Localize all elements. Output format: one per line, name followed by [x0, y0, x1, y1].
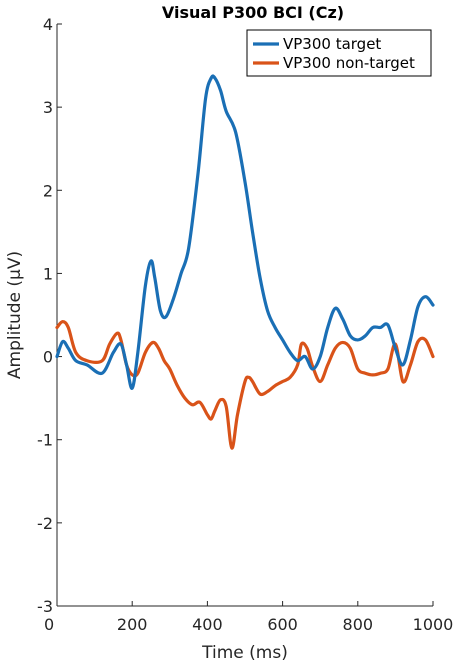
y-tick-label: 4: [43, 15, 53, 34]
legend-label: VP300 non-target: [283, 54, 415, 72]
x-tick-label: 1000: [413, 615, 454, 634]
legend-label: VP300 target: [283, 35, 381, 53]
x-tick-label: 200: [117, 615, 148, 634]
y-tick-label: 0: [43, 348, 53, 367]
x-tick-label: 0: [44, 615, 54, 634]
plot-area: [56, 24, 433, 607]
legend-box: [246, 29, 432, 77]
y-tick-label: -3: [37, 597, 53, 616]
y-tick-label: 3: [43, 98, 53, 117]
x-axis-label: Time (ms): [201, 643, 288, 663]
series-line-0: [55, 74, 435, 390]
y-tick-label: -2: [37, 514, 53, 533]
y-tick-label: -1: [37, 431, 53, 450]
x-tick-label: 400: [192, 615, 223, 634]
series-layer: [55, 74, 435, 450]
x-tick-label: 600: [267, 615, 298, 634]
y-tick-label: 2: [43, 181, 53, 200]
chart-title: Visual P300 BCI (Cz): [162, 3, 344, 22]
y-tick-label: 1: [43, 264, 53, 283]
y-axis-label: Amplitude (μV): [5, 251, 25, 379]
series-line-1: [55, 320, 435, 450]
x-tick-label: 800: [343, 615, 374, 634]
axis-ticks: -3 -2 -1 0 1 2 3 4 0 200 400 600 800 1000: [37, 15, 453, 634]
